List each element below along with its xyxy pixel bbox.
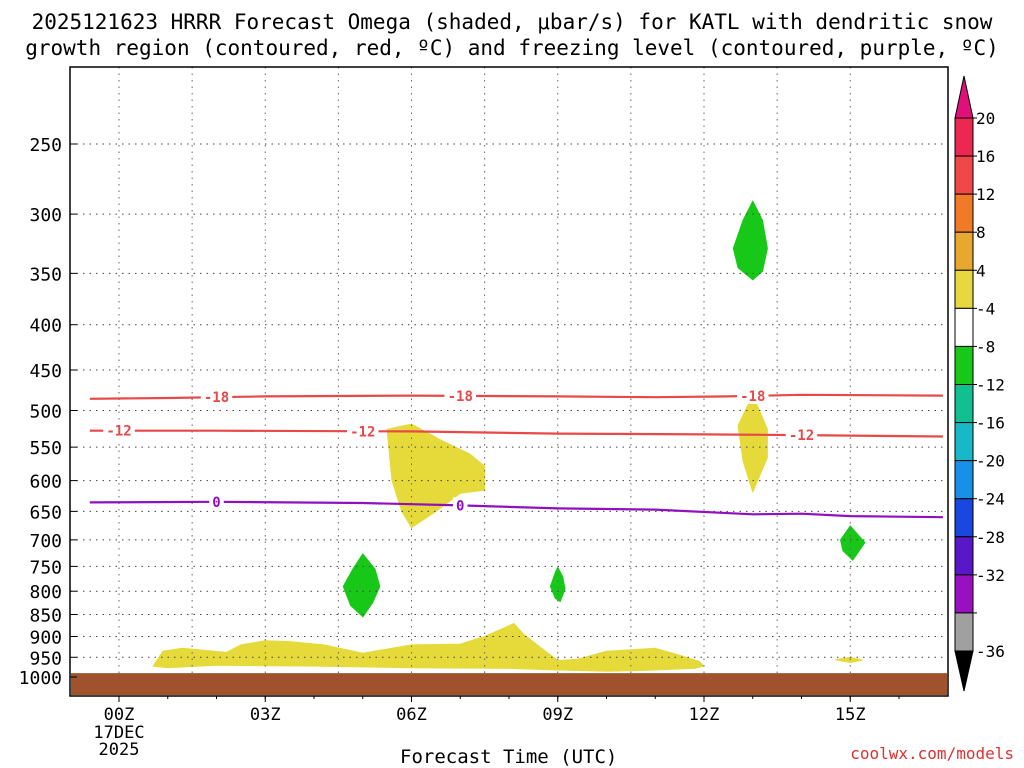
colorbar-label: -16: [976, 414, 1005, 433]
colorbar-label: 4: [976, 261, 986, 280]
chart-title-line-2: growth region (contoured, red, ºC) and f…: [25, 36, 999, 60]
contour-label: -12: [106, 424, 131, 440]
y-tick-label: 250: [29, 135, 62, 156]
colorbar-label: -4: [976, 299, 995, 318]
colorbar-swatch: [954, 536, 974, 576]
contour-label-bg: [209, 493, 224, 510]
colorbar-swatch: [954, 612, 974, 652]
contour-label: -12: [350, 424, 375, 440]
colorbar-label: 12: [976, 185, 995, 204]
colorbar-swatch: [954, 498, 974, 538]
contour-label-bg: [785, 427, 818, 444]
contour-label-bg: [200, 389, 233, 406]
colorbar-swatch: [954, 384, 974, 424]
low-green-15z: [840, 525, 866, 561]
contour-label: -18: [448, 389, 473, 405]
y-tick-label: 900: [29, 627, 62, 648]
colorbar-swatch: [954, 193, 974, 233]
colorbar-swatch: [954, 155, 974, 195]
colorbar-swatch: [954, 117, 974, 157]
x-year-label: 2025: [99, 740, 140, 760]
x-tick-label: 09Z: [542, 705, 573, 725]
credit-text[interactable]: coolwx.com/models: [850, 744, 1014, 763]
colorbar-label: -20: [976, 452, 1005, 471]
x-tick-label: 03Z: [250, 705, 281, 725]
contour-label-bg: [347, 423, 379, 440]
contour-label: -18: [204, 390, 229, 406]
colorbar-swatch: [954, 422, 974, 462]
colorbar-swatch: [954, 269, 974, 309]
y-tick-label: 600: [29, 472, 62, 493]
colorbar-swatch: [954, 460, 974, 500]
colorbar-label: -8: [976, 337, 995, 356]
y-tick-label: 700: [29, 531, 62, 552]
colorbar-bottom-arrow: [954, 650, 974, 692]
contour-minus18: [89, 393, 943, 400]
contour-label: 0: [456, 498, 464, 514]
chart-title-line-1: 2025121623 HRRR Forecast Omega (shaded, …: [31, 10, 993, 34]
contour-label: -12: [789, 428, 814, 444]
plot-area: [70, 67, 948, 696]
plot-frame: [69, 66, 949, 697]
colorbar-label: -24: [976, 490, 1005, 509]
colorbar-swatch: [954, 231, 974, 271]
x-tick-label: 00Z: [104, 705, 135, 725]
contour-label-bg: [444, 387, 476, 404]
y-tick-label: 950: [29, 648, 62, 669]
colorbar-label: -36: [976, 642, 1005, 661]
midlevel-yellow: [386, 423, 486, 529]
colorbar-label: 8: [976, 223, 986, 242]
y-tick-label: 800: [29, 582, 62, 603]
x-tick-label: 06Z: [396, 705, 427, 725]
x-date-label: 17DEC: [93, 723, 144, 743]
colorbar-label: -12: [976, 376, 1005, 395]
colorbar-top-arrow: [954, 75, 974, 119]
low-green-05z: [342, 553, 381, 618]
ground-fill: [71, 673, 947, 695]
y-tick-label: 400: [29, 316, 62, 337]
colorbar-label: 20: [976, 109, 995, 128]
y-tick-label: 650: [29, 502, 62, 523]
colorbar-label: -32: [976, 566, 1005, 585]
x-tick-label: 15Z: [835, 705, 866, 725]
contour-label-bg: [103, 422, 135, 439]
contour-label-bg: [453, 497, 468, 514]
contour-label: 0: [212, 495, 220, 511]
colorbar-label: 16: [976, 147, 995, 166]
y-tick-label: 500: [29, 402, 62, 423]
y-tick-label: 350: [29, 264, 62, 285]
colorbar-swatch: [954, 574, 974, 614]
y-tick-label: 750: [29, 557, 62, 578]
colorbar-label: -28: [976, 528, 1005, 547]
contour-label-bg: [737, 387, 769, 404]
low-green-09z: [549, 566, 566, 603]
contour-zero: [89, 500, 943, 519]
contour-label: -18: [740, 389, 765, 405]
small-yellow-15z: [835, 656, 863, 663]
y-tick-label: 1000: [19, 668, 62, 689]
colorbar-swatch: [954, 307, 974, 347]
boundary-layer-yellow: [152, 623, 705, 672]
x-axis-title: Forecast Time (UTC): [400, 746, 618, 768]
y-tick-label: 450: [29, 361, 62, 382]
y-tick-label: 300: [29, 205, 62, 226]
colorbar-swatch: [954, 345, 974, 385]
y-tick-label: 850: [29, 606, 62, 627]
x-tick-label: 12Z: [689, 705, 720, 725]
y-tick-label: 550: [29, 438, 62, 459]
